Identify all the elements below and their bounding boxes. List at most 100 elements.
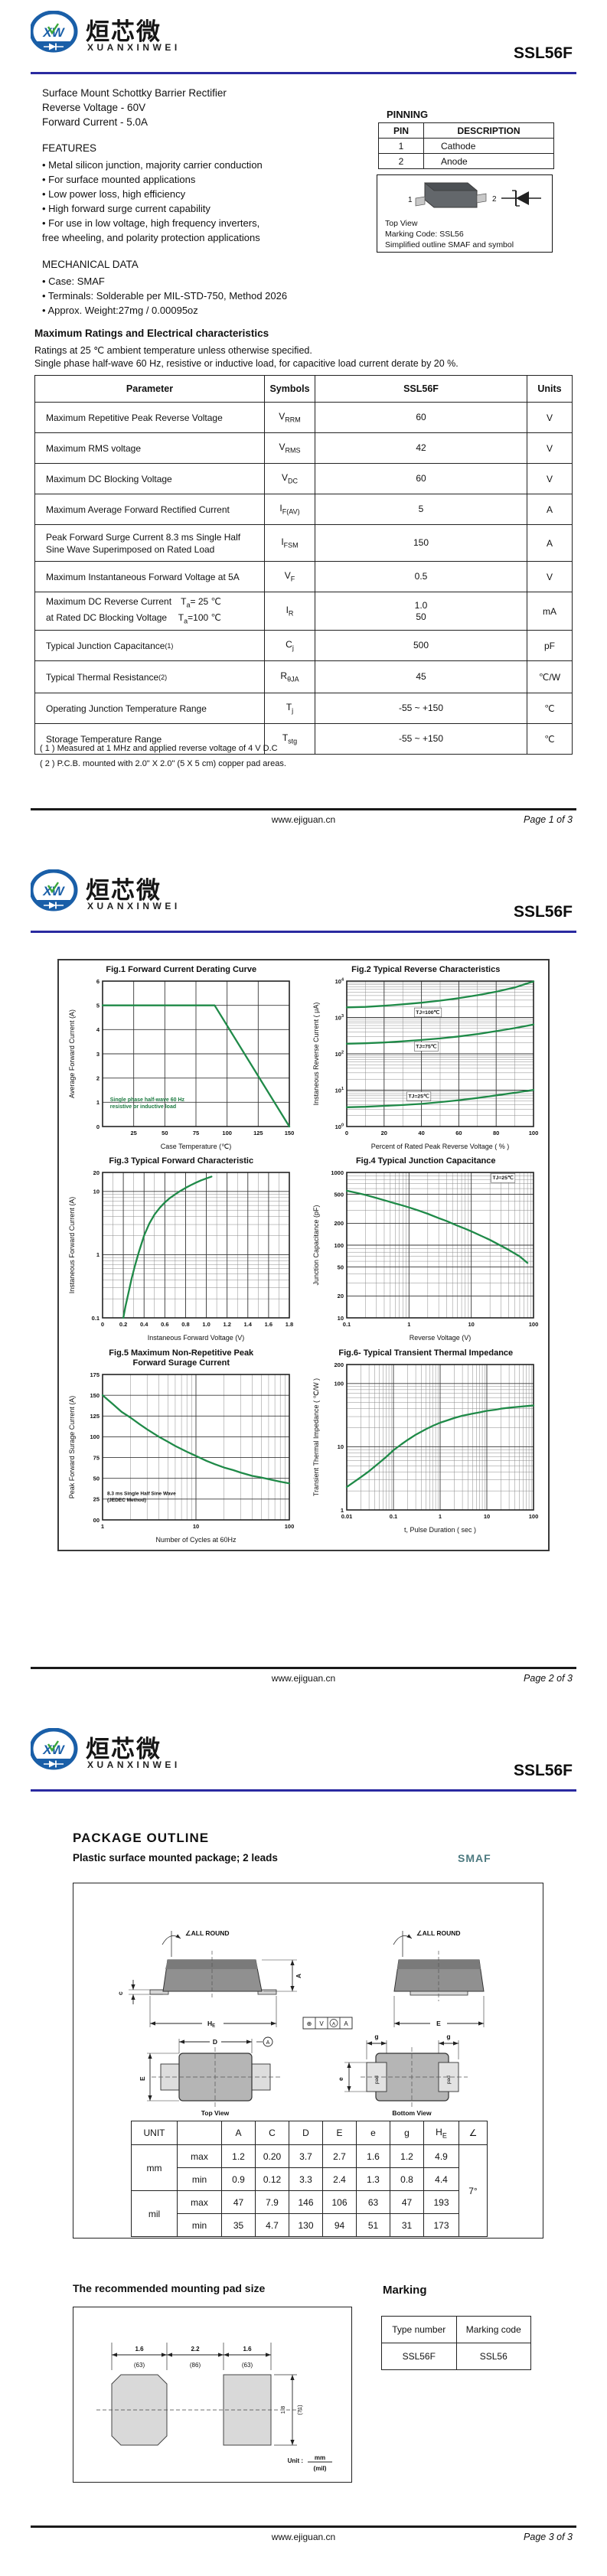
pad-dim-mil: (63) bbox=[242, 2362, 253, 2369]
svg-text:1.6: 1.6 bbox=[264, 1321, 272, 1328]
dim-value-cell: 193 bbox=[423, 2190, 459, 2214]
mech-item: • Case: SMAF bbox=[42, 276, 105, 287]
svg-text:500: 500 bbox=[335, 1191, 344, 1198]
dim-value-cell: 47 bbox=[221, 2190, 256, 2214]
svg-text:TJ=75℃: TJ=75℃ bbox=[416, 1043, 437, 1049]
value-cell: -55 ~ +150 bbox=[315, 693, 527, 724]
feature-item: • For surface mounted applications bbox=[42, 174, 196, 185]
symbol-cell: IR bbox=[264, 592, 315, 631]
unit-cell: V bbox=[527, 561, 573, 592]
ratings-row: Peak Forward Surge Current 8.3 ms Single… bbox=[34, 524, 573, 562]
pad-dim-mil: (63) bbox=[134, 2362, 145, 2369]
svg-text:100: 100 bbox=[529, 1321, 539, 1328]
symbol-cell: IFSM bbox=[264, 524, 315, 562]
dim-value-cell: 2.7 bbox=[322, 2144, 357, 2168]
footer-website: www.ejiguan.cn bbox=[271, 2532, 336, 2542]
footer-page-number: Page 2 of 3 bbox=[524, 1673, 573, 1684]
dim-A-label: A bbox=[295, 1974, 302, 1978]
parameter-cell: Maximum Instantaneous Forward Voltage at… bbox=[34, 561, 265, 592]
pad-height-mil: (71) bbox=[296, 2405, 303, 2415]
svg-text:100: 100 bbox=[529, 1130, 539, 1136]
mounting-pad-heading: The recommended mounting pad size bbox=[73, 2282, 266, 2294]
minmax-cell: max bbox=[177, 2144, 222, 2168]
value-cell: 150 bbox=[315, 524, 527, 562]
brand-logo-icon: XW bbox=[31, 11, 78, 53]
svg-text:8.3 ms Single Half Sine Wave: 8.3 ms Single Half Sine Wave bbox=[107, 1491, 176, 1496]
pad-dim-value: 1.6 bbox=[135, 2346, 144, 2353]
svg-text:00: 00 bbox=[93, 1516, 99, 1523]
svg-text:1: 1 bbox=[96, 1099, 100, 1106]
y-axis-label: Junction Capacitance (pF) bbox=[312, 1205, 320, 1285]
value-cell: -55 ~ +150 bbox=[315, 723, 527, 755]
svg-text:1.8: 1.8 bbox=[286, 1321, 293, 1328]
x-axis-label: Reverse Voltage (V) bbox=[410, 1334, 472, 1342]
chart-fig6: 0.01 0.1 1 10 100 1 10 100 200 t, Pulse Duration … bbox=[312, 1361, 538, 1533]
y-axis-label: Average Forward Current (A) bbox=[68, 1009, 76, 1098]
page-1: XW 烜芯微 XUANXINWEI SSL56F Surface Mount S… bbox=[0, 0, 607, 859]
marking-code-value: SSL56 bbox=[455, 2343, 531, 2370]
footnote: ( 1 ) Measured at 1 MHz and applied reve… bbox=[40, 744, 278, 753]
svg-text:50: 50 bbox=[93, 1475, 99, 1482]
svg-text:10: 10 bbox=[338, 1443, 344, 1450]
minmax-cell: max bbox=[177, 2190, 222, 2214]
marking-heading: Marking bbox=[383, 2284, 427, 2297]
dim-row: mm max 1.2 0.20 3.7 2.7 1.6 1.2 4.9 7° bbox=[131, 2144, 488, 2237]
svg-text:102: 102 bbox=[335, 1050, 344, 1058]
dim-value-cell: 130 bbox=[289, 2213, 323, 2237]
dim-value-cell: 173 bbox=[423, 2213, 459, 2237]
figure-title: Fig.4 Typical Junction Capacitance bbox=[355, 1156, 496, 1166]
svg-text:1.2: 1.2 bbox=[223, 1321, 230, 1328]
footer-website: www.ejiguan.cn bbox=[271, 1673, 336, 1684]
dim-g-label: g bbox=[446, 2033, 450, 2040]
chart-fig3: 0 0.2 0.4 0.6 0.8 1.0 1.2 1.4 1.6 1.8 0.1 1 10 20 Inst… bbox=[68, 1169, 293, 1342]
minmax-cell: min bbox=[177, 2213, 222, 2237]
svg-text:0.01: 0.01 bbox=[341, 1513, 353, 1520]
svg-text:1000: 1000 bbox=[331, 1169, 344, 1176]
ratings-condition-2: Single phase half-wave 60 Hz, resistive … bbox=[34, 358, 459, 369]
x-axis-label: Number of Cycles at 60Hz bbox=[155, 1536, 237, 1544]
ratings-table: Parameter Symbols SSL56F Units Maximum R… bbox=[34, 375, 573, 755]
dim-value-cell: 1.2 bbox=[221, 2144, 256, 2168]
datum-a-label: A bbox=[266, 2040, 270, 2046]
header-rule bbox=[31, 1789, 576, 1792]
x-axis-label: Percent of Rated Peak Reverse Voltage ( … bbox=[371, 1143, 510, 1150]
part-number: SSL56F bbox=[513, 903, 573, 921]
svg-text:104: 104 bbox=[335, 977, 344, 985]
y-axis-label: Instaneous Reverse Current ( μA) bbox=[312, 1002, 320, 1105]
svg-text:2: 2 bbox=[96, 1074, 100, 1081]
unit-cell: mA bbox=[527, 592, 573, 631]
svg-text:150: 150 bbox=[90, 1391, 100, 1398]
svg-text:0: 0 bbox=[96, 1123, 100, 1130]
feature-item: • High forward surge current capability bbox=[42, 203, 210, 214]
pad-dim-mil: (86) bbox=[190, 2362, 201, 2369]
svg-text:40: 40 bbox=[419, 1130, 425, 1136]
svg-text:100: 100 bbox=[335, 1242, 344, 1249]
page-2: XW 烜芯微 XUANXINWEI SSL56F Fig.1 Forward C… bbox=[0, 859, 607, 1717]
ratings-condition-1: Ratings at 25 ℃ ambient temperature unle… bbox=[34, 345, 312, 356]
svg-text:50: 50 bbox=[338, 1264, 344, 1270]
unit-cell: ℃/W bbox=[527, 660, 573, 693]
brand-logo-icon: XW bbox=[31, 1728, 78, 1770]
y-axis-label: Instaneous Forward Current (A) bbox=[68, 1197, 76, 1294]
ratings-row: Maximum Repetitive Peak Reverse Voltage V… bbox=[34, 402, 573, 433]
pad-label: pad bbox=[374, 2075, 380, 2084]
pinning-heading: PINNING bbox=[387, 109, 429, 120]
footer-website: www.ejiguan.cn bbox=[271, 814, 336, 825]
package-symbol-notes: Top View Marking Code: SSL56 Simplified … bbox=[385, 218, 514, 250]
note-line: Top View bbox=[385, 219, 418, 228]
summary-line: Reverse Voltage - 60V bbox=[42, 102, 146, 113]
parameter-cell: Maximum Average Forward Rectified Curren… bbox=[34, 494, 265, 525]
dim-E-label: E bbox=[139, 2076, 146, 2081]
dim-E-label: E bbox=[436, 2020, 441, 2027]
figure-title: Forward Surage Current bbox=[132, 1358, 230, 1368]
parameter-cell: Maximum RMS voltage bbox=[34, 432, 265, 464]
package-outline-heading: PACKAGE OUTLINE bbox=[73, 1831, 210, 1845]
dim-value-cell: 0.12 bbox=[255, 2167, 289, 2191]
parameter-cell: Peak Forward Surge Current 8.3 ms Single… bbox=[34, 524, 265, 562]
ratings-row: Maximum Instantaneous Forward Voltage at… bbox=[34, 561, 573, 592]
svg-text:100: 100 bbox=[222, 1130, 232, 1136]
header-rule bbox=[31, 931, 576, 933]
svg-text:1.4: 1.4 bbox=[243, 1321, 252, 1328]
svg-text:TJ=100℃: TJ=100℃ bbox=[416, 1009, 440, 1015]
